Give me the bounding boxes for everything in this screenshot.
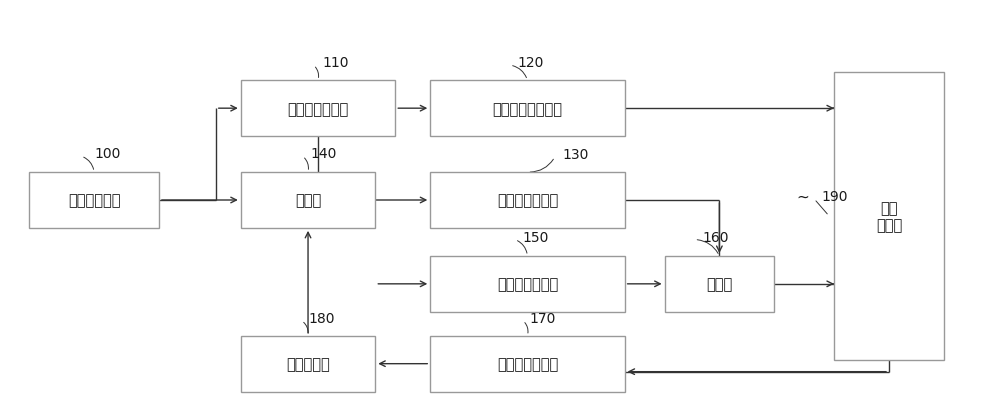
Text: 方波整形电路: 方波整形电路 (68, 193, 120, 208)
Text: 150: 150 (522, 230, 548, 244)
FancyBboxPatch shape (29, 172, 159, 229)
FancyBboxPatch shape (430, 336, 625, 392)
Text: 数字频率转换器: 数字频率转换器 (287, 101, 349, 116)
Text: 180: 180 (309, 311, 335, 325)
FancyBboxPatch shape (241, 336, 375, 392)
Text: 160: 160 (702, 230, 729, 244)
Text: 时间数字转换器: 时间数字转换器 (497, 277, 558, 292)
FancyBboxPatch shape (665, 256, 774, 312)
FancyBboxPatch shape (430, 172, 625, 229)
Text: 数字
振荡器: 数字 振荡器 (876, 200, 902, 233)
Text: 时钟分配器: 时钟分配器 (286, 356, 330, 371)
Text: 振荡器频率校准器: 振荡器频率校准器 (492, 101, 562, 116)
Text: 120: 120 (517, 56, 543, 70)
FancyBboxPatch shape (241, 81, 395, 137)
FancyBboxPatch shape (430, 81, 625, 137)
Text: 130: 130 (563, 148, 589, 162)
Text: 100: 100 (94, 146, 121, 160)
Text: 滤波器: 滤波器 (706, 277, 733, 292)
Text: 140: 140 (311, 146, 337, 160)
FancyBboxPatch shape (430, 256, 625, 312)
FancyBboxPatch shape (241, 172, 375, 229)
Text: 170: 170 (530, 311, 556, 325)
Text: 正弦波整形电路: 正弦波整形电路 (497, 356, 558, 371)
Text: 环路带宽校准器: 环路带宽校准器 (497, 193, 558, 208)
Text: 鉴相器: 鉴相器 (295, 193, 321, 208)
Text: ~: ~ (796, 189, 809, 204)
FancyBboxPatch shape (834, 73, 944, 360)
Text: 110: 110 (322, 56, 349, 70)
Text: 190: 190 (821, 190, 848, 203)
